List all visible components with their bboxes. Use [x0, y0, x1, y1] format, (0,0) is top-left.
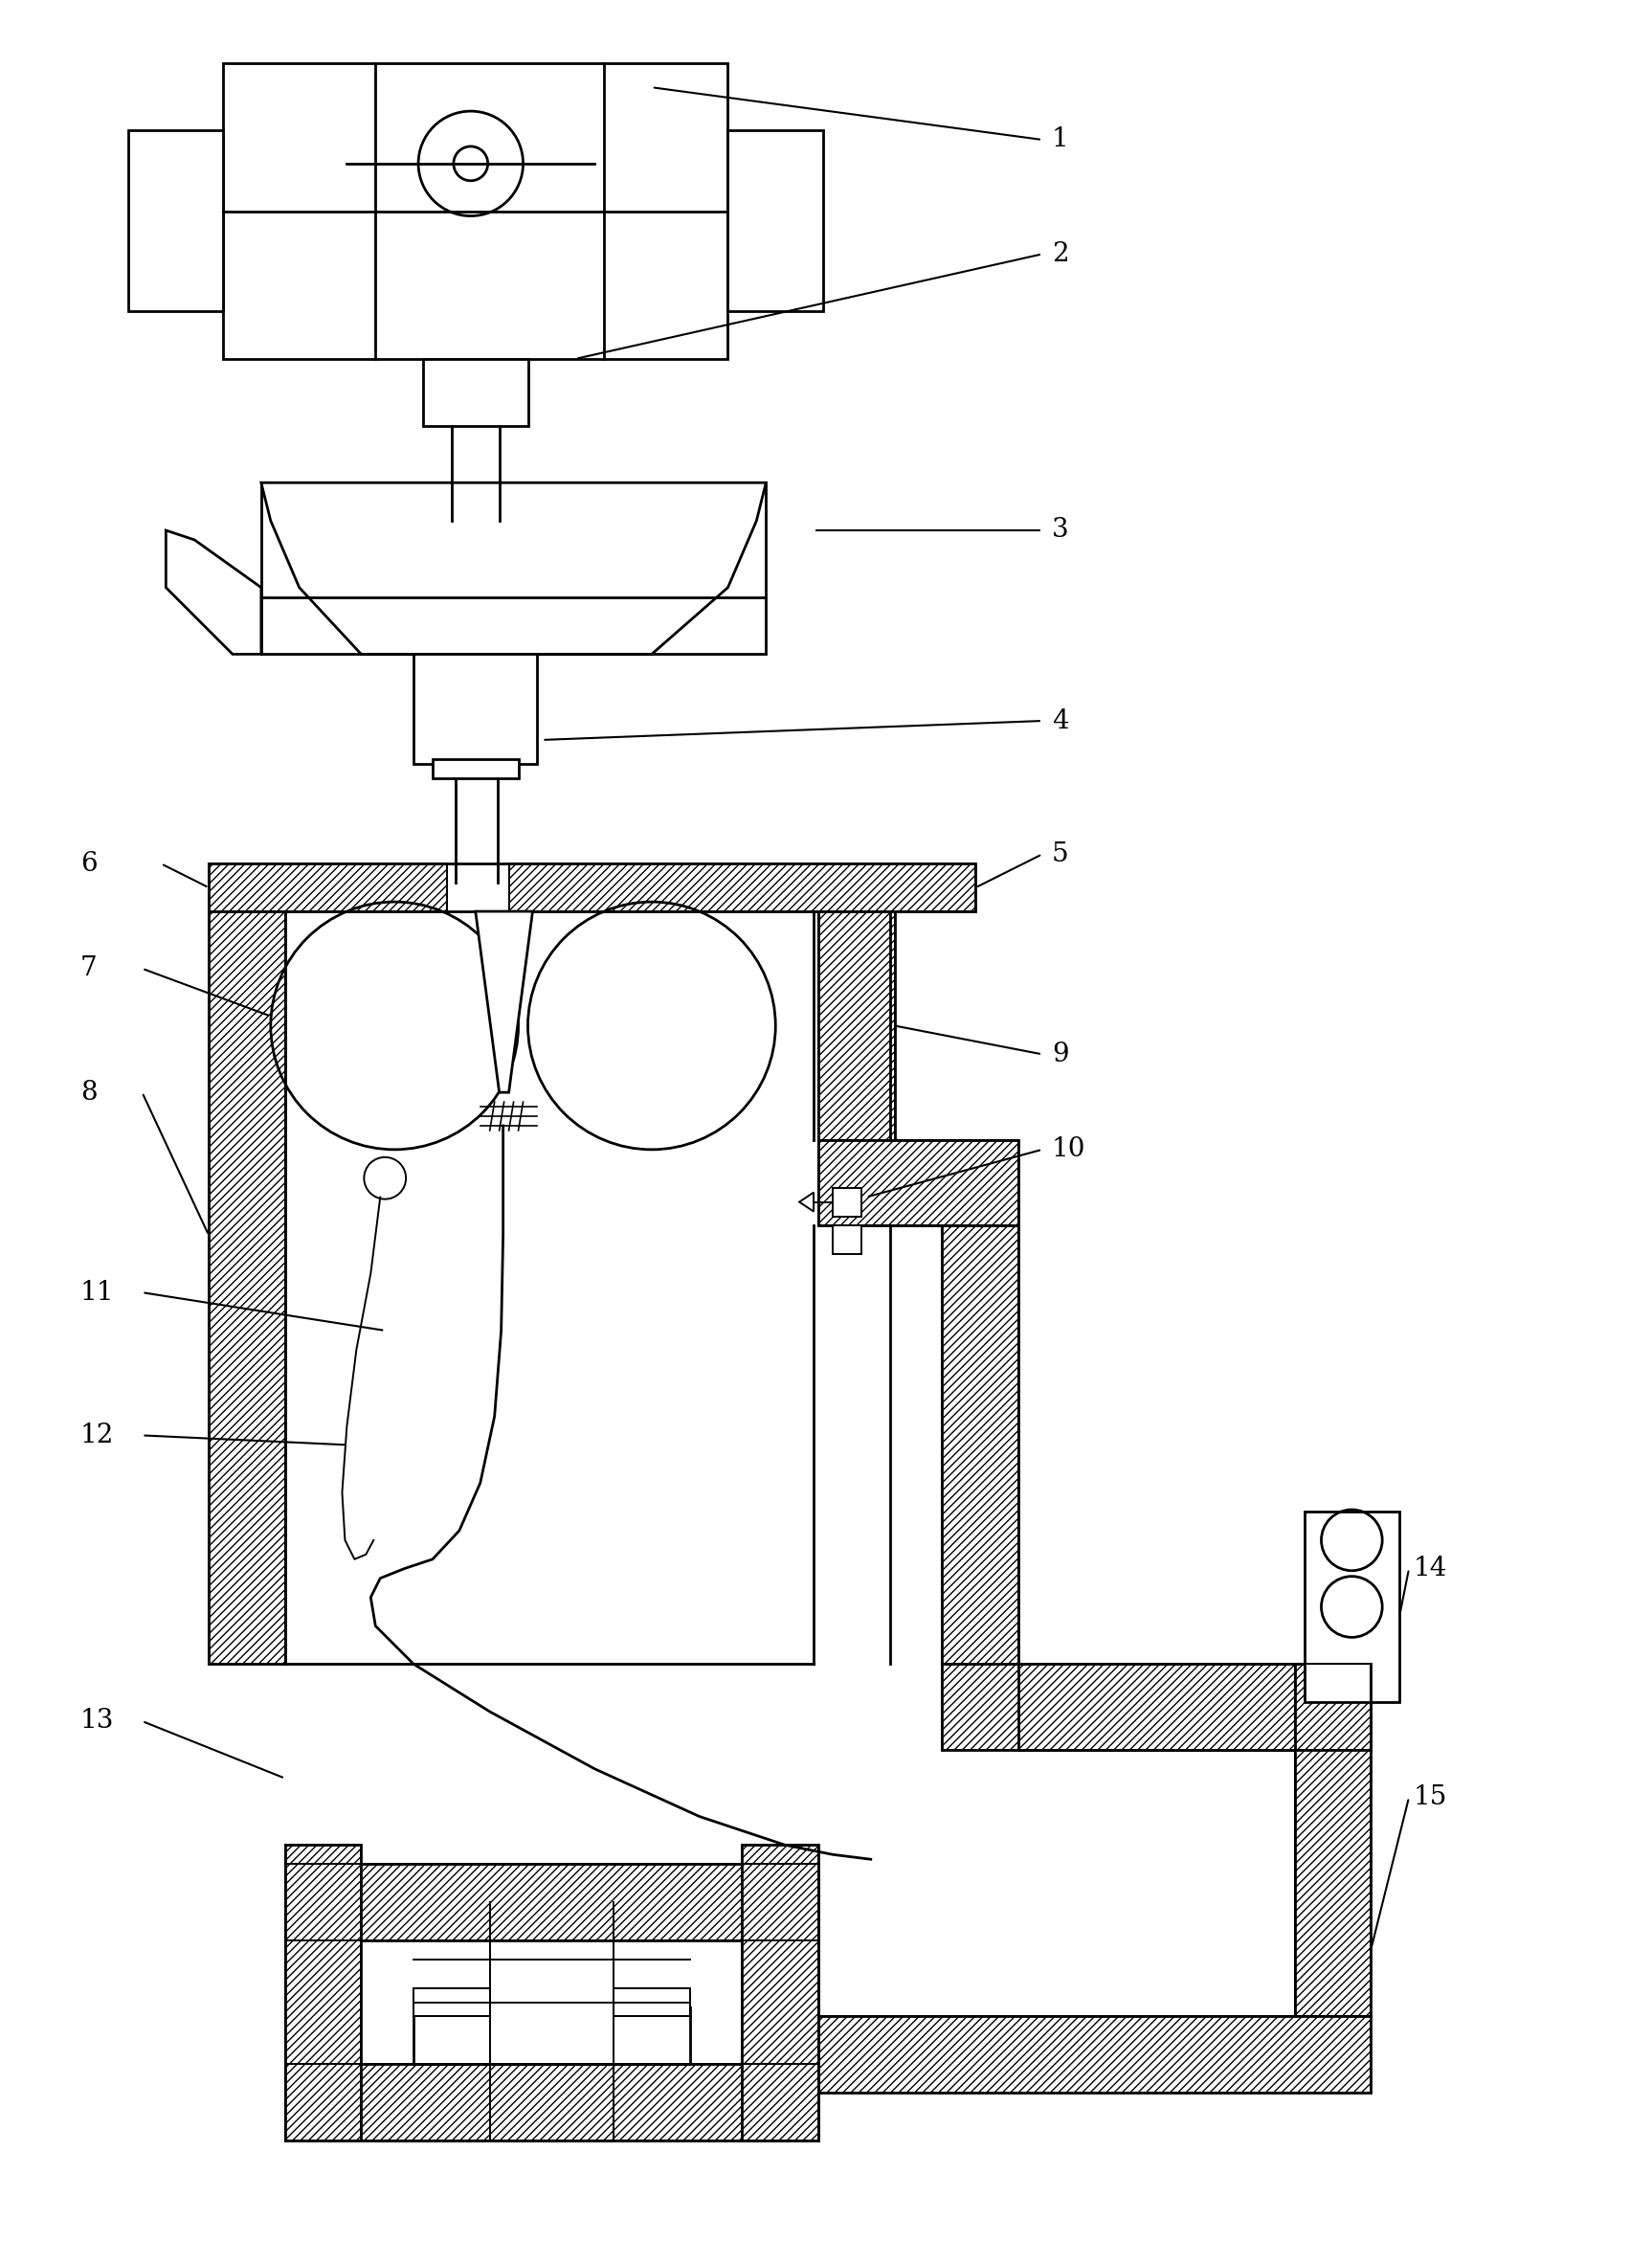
- Bar: [208, 912, 286, 1665]
- Bar: [286, 2064, 818, 2140]
- Bar: [413, 1988, 489, 2017]
- Bar: [818, 1141, 1018, 1226]
- Bar: [818, 912, 895, 1141]
- Bar: [942, 1665, 1371, 1750]
- Text: 3: 3: [1052, 518, 1069, 542]
- Bar: [413, 654, 537, 764]
- Text: 10: 10: [1052, 1136, 1085, 1163]
- Polygon shape: [165, 531, 261, 654]
- Bar: [433, 760, 519, 778]
- Text: 12: 12: [81, 1423, 114, 1448]
- Bar: [818, 1141, 1018, 1226]
- Bar: [509, 863, 976, 912]
- Bar: [742, 1844, 818, 2140]
- Text: 11: 11: [81, 1280, 114, 1304]
- Text: 5: 5: [1052, 840, 1069, 867]
- Text: 15: 15: [1414, 1784, 1447, 1811]
- Bar: [286, 1844, 362, 2140]
- Text: 7: 7: [81, 955, 97, 982]
- Polygon shape: [476, 912, 532, 1091]
- Bar: [833, 1226, 861, 1255]
- Bar: [223, 63, 729, 359]
- Bar: [286, 2064, 818, 2140]
- Bar: [613, 1988, 691, 2017]
- Bar: [286, 1865, 818, 1941]
- Bar: [286, 2064, 818, 2140]
- Bar: [286, 1844, 362, 2140]
- Bar: [413, 1988, 489, 2017]
- Polygon shape: [261, 482, 767, 654]
- Bar: [818, 2017, 1371, 2093]
- Bar: [1295, 1665, 1371, 2017]
- Bar: [818, 2017, 1371, 2093]
- Bar: [818, 1141, 1018, 1226]
- Bar: [942, 1665, 1371, 1750]
- Text: 8: 8: [81, 1080, 97, 1105]
- Bar: [286, 1903, 818, 2140]
- Bar: [729, 130, 823, 311]
- Bar: [208, 863, 448, 912]
- Text: 13: 13: [81, 1708, 114, 1735]
- Text: 9: 9: [1052, 1042, 1069, 1067]
- Bar: [208, 912, 286, 1665]
- Polygon shape: [800, 1192, 814, 1212]
- Bar: [423, 359, 529, 426]
- Bar: [818, 912, 895, 1141]
- Bar: [208, 863, 448, 912]
- Bar: [818, 2017, 1371, 2093]
- Bar: [261, 482, 767, 654]
- Bar: [1295, 1665, 1371, 2017]
- Bar: [1295, 1665, 1371, 2017]
- Bar: [742, 1844, 818, 2140]
- Bar: [818, 912, 895, 1141]
- Bar: [942, 1226, 1018, 1665]
- Bar: [208, 863, 976, 912]
- Bar: [1303, 1513, 1399, 1703]
- Bar: [942, 1226, 1018, 1665]
- Bar: [613, 1988, 691, 2017]
- Bar: [509, 863, 976, 912]
- Bar: [208, 912, 286, 1665]
- Bar: [942, 1665, 1371, 1750]
- Bar: [742, 1844, 818, 2140]
- Bar: [286, 1844, 362, 2140]
- Text: 1: 1: [1052, 128, 1069, 152]
- Text: 6: 6: [81, 852, 97, 876]
- Bar: [833, 1188, 861, 1217]
- Text: 2: 2: [1052, 242, 1069, 267]
- Bar: [127, 130, 223, 311]
- Bar: [286, 1865, 818, 1941]
- Bar: [286, 1865, 818, 1941]
- Text: 14: 14: [1414, 1555, 1447, 1582]
- Bar: [942, 1226, 1018, 1665]
- Text: 4: 4: [1052, 708, 1069, 733]
